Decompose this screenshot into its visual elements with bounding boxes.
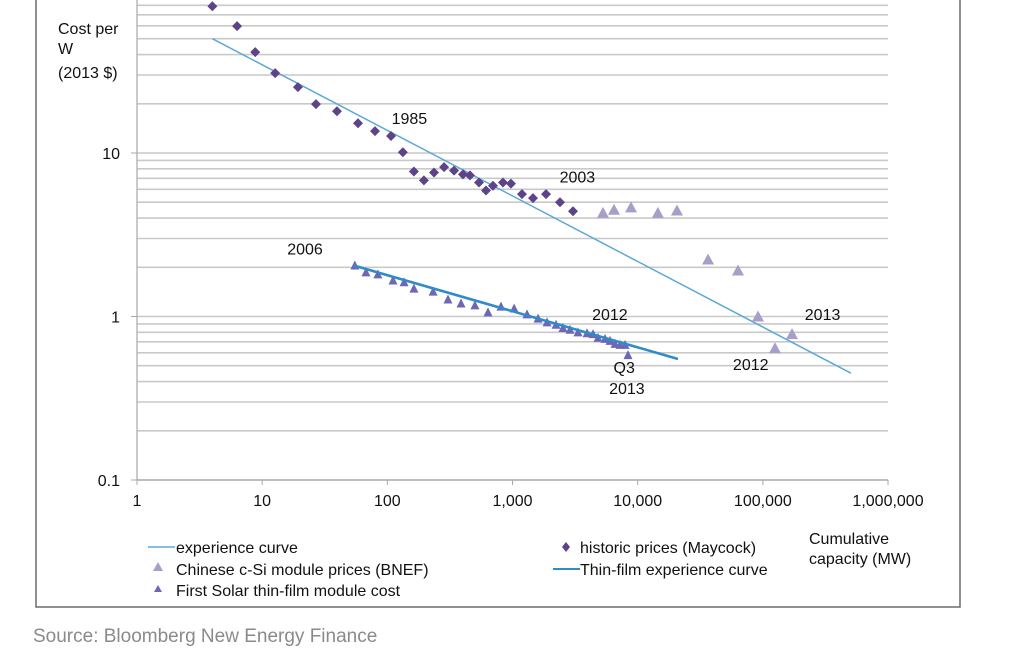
series-line <box>212 38 852 374</box>
data-point <box>470 300 480 310</box>
legend-first-solar-triangle-icon <box>154 585 162 592</box>
y-axis-title-line-2: W <box>58 41 74 58</box>
data-point <box>408 166 419 177</box>
x-tick-label: 100,000 <box>734 493 792 510</box>
data-point <box>373 269 383 279</box>
data-point <box>399 277 409 287</box>
data-point <box>207 1 218 12</box>
data-point <box>608 203 621 215</box>
data-point <box>386 131 397 142</box>
data-point <box>528 193 539 204</box>
source-note: Source: Bloomberg New Energy Finance <box>33 626 378 647</box>
data-point <box>625 201 638 213</box>
legend-chinese-label: Chinese c-Si module prices (BNEF) <box>176 562 429 579</box>
annotation-label: 2013 <box>805 307 841 324</box>
x-tick-label: 100 <box>374 493 401 510</box>
series-line <box>212 38 852 374</box>
data-point <box>786 328 799 340</box>
data-point <box>331 106 342 117</box>
data-point <box>232 21 243 32</box>
data-point <box>516 189 527 200</box>
data-point <box>418 175 429 186</box>
x-tick-label: 1,000 <box>492 493 532 510</box>
data-point <box>310 99 321 110</box>
y-axis-title-line-3: (2013 $) <box>58 65 118 82</box>
annotation-label: 2012 <box>592 307 628 324</box>
series-diamond <box>207 1 579 217</box>
annotation-label: 2003 <box>560 170 596 187</box>
data-point <box>505 178 516 189</box>
y-tick-label: 10 <box>102 146 120 163</box>
data-point <box>568 206 579 217</box>
legend-maycock-label: historic prices (Maycock) <box>580 540 756 557</box>
data-point <box>497 177 508 188</box>
data-point <box>428 286 438 296</box>
data-point <box>573 327 583 337</box>
data-point <box>370 126 381 137</box>
x-axis-title-line-1: Cumulative <box>809 531 889 548</box>
legend-maycock-diamond-icon <box>562 542 570 552</box>
y-tick-label: 0.1 <box>98 473 120 490</box>
annotation-label: 2012 <box>733 357 769 374</box>
data-point <box>250 47 261 58</box>
x-tick-label: 1 <box>133 493 142 510</box>
annotation-label: 2006 <box>287 241 323 258</box>
data-point <box>480 185 491 196</box>
y-axis-title-line-1: Cost per <box>58 21 119 38</box>
x-tick-label: 10,000 <box>613 493 662 510</box>
data-point <box>429 167 440 178</box>
data-point <box>483 307 493 317</box>
data-point <box>456 298 466 308</box>
data-point <box>457 169 468 180</box>
data-point <box>270 68 281 79</box>
x-axis-title-line-2: capacity (MW) <box>809 551 911 568</box>
annotation-label: Q3 <box>614 360 635 377</box>
annotation-label: 1985 <box>392 111 428 128</box>
data-point <box>555 197 566 208</box>
data-point <box>731 264 744 276</box>
legend: experience curve Chinese c-Si module pri… <box>148 540 768 600</box>
data-point <box>623 350 633 360</box>
legend-chinese-triangle-icon <box>153 562 163 571</box>
data-point <box>768 342 781 354</box>
x-tick-label: 1,000,000 <box>852 493 923 510</box>
data-point <box>388 275 398 285</box>
data-point <box>361 267 371 277</box>
annotation-label: 2013 <box>609 381 645 398</box>
x-tick-label: 10 <box>253 493 271 510</box>
data-point <box>651 206 664 218</box>
data-point <box>670 204 683 216</box>
data-point <box>353 118 364 129</box>
data-point <box>439 162 450 173</box>
data-point <box>443 294 453 304</box>
data-point <box>397 147 408 158</box>
data-point <box>292 82 303 93</box>
chart-frame <box>35 0 961 608</box>
data-point <box>464 170 475 181</box>
series-line <box>353 264 679 361</box>
legend-experience-curve-label: experience curve <box>176 540 298 557</box>
data-point <box>565 324 575 334</box>
data-point <box>409 283 419 293</box>
series-triangle <box>596 201 799 354</box>
data-point <box>593 332 603 342</box>
legend-first-solar-label: First Solar thin-film module cost <box>176 583 401 600</box>
data-point <box>702 253 715 265</box>
data-point <box>541 189 552 200</box>
y-tick-label: 1 <box>111 310 120 327</box>
data-point <box>558 323 568 333</box>
data-point <box>596 206 609 218</box>
data-point <box>449 165 460 176</box>
legend-thin-film-label: Thin-film experience curve <box>580 562 768 579</box>
data-point <box>487 180 498 191</box>
data-point <box>752 310 765 322</box>
series-line-thick <box>353 264 679 361</box>
data-point <box>474 177 485 188</box>
